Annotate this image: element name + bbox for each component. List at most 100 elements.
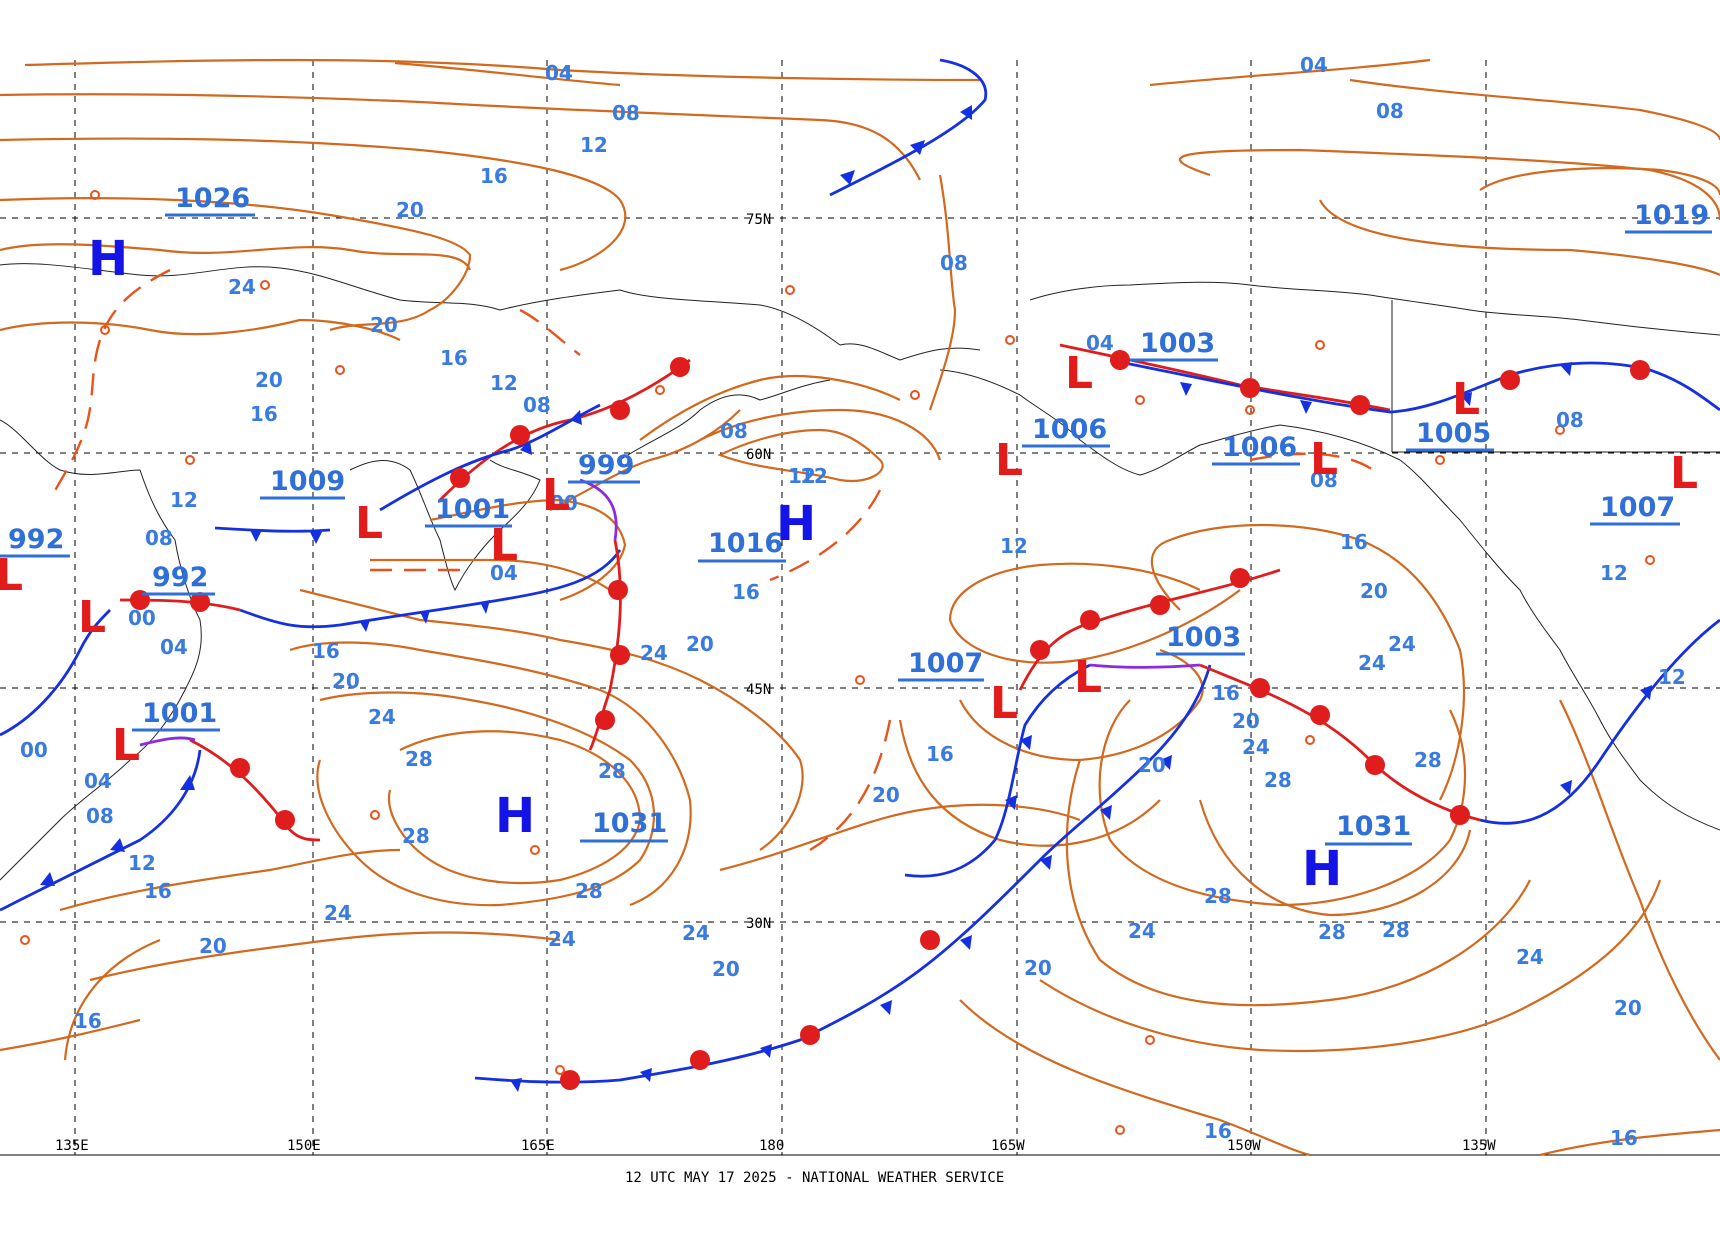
low-pressure-value: 1003	[1140, 328, 1215, 359]
lon-labels: 135E 150E 165E 180 165W 150W 135W	[55, 1138, 1496, 1154]
isobar-value-label: 28	[405, 747, 433, 771]
cold-front-barbs	[40, 105, 1652, 1092]
low-center-symbol: L	[0, 550, 23, 601]
isobar-value-label: 24	[1358, 651, 1386, 675]
isobar-value-label: 12	[1658, 665, 1686, 689]
isobar-value-label: 08	[1556, 408, 1584, 432]
isobar-value-label: 24	[324, 901, 352, 925]
low-center-symbol: L	[990, 678, 1018, 729]
isobar-value-label: 28	[1414, 748, 1442, 772]
high-pressure-value: 1031	[592, 808, 667, 839]
lat-labels: 75N 60N 45N 30N	[746, 212, 771, 932]
isobar-value-label: 24	[1516, 945, 1544, 969]
isobar-value-label: 00	[128, 606, 156, 630]
lat-label: 45N	[746, 682, 771, 698]
high-pressure-value: 1026	[175, 183, 250, 214]
isobar-value-label: 20	[1360, 579, 1388, 603]
isobar-value-label: 12	[1600, 561, 1628, 585]
low-center-symbol: L	[1074, 652, 1102, 703]
low-pressure-value: 1003	[1166, 622, 1241, 653]
isobar-value-label: 04	[84, 769, 112, 793]
cold-front	[0, 609, 111, 737]
isobar-value-label: 04	[1300, 53, 1328, 77]
isobar-value-label: 04	[545, 61, 573, 85]
high-pressure-centers: H 1026 H 1031 H 1016 H 1031 1019	[88, 183, 1712, 897]
lon-label: 135E	[55, 1138, 89, 1154]
occluded-front	[1089, 663, 1201, 669]
high-center-symbol: H	[495, 788, 535, 844]
cold-front	[1479, 618, 1720, 825]
lon-label: 150W	[1227, 1138, 1261, 1154]
isobar-value-label: 16	[1212, 681, 1240, 705]
isobar-value-label: 20	[1614, 996, 1642, 1020]
isobar-value-label: 08	[1376, 99, 1404, 123]
isobar-value-label: 00	[550, 491, 578, 515]
isobar-value-label: 28	[402, 824, 430, 848]
cold-front	[239, 549, 622, 629]
isobar-value-label: 20	[686, 632, 714, 656]
isobar-value-label: 20	[1232, 709, 1260, 733]
isobar-value-label: 24	[368, 705, 396, 729]
isobar-value-label: 16	[144, 879, 172, 903]
isobar-value-label: 04	[545, 61, 573, 85]
high-center-symbol: H	[88, 231, 128, 287]
cold-front	[904, 663, 1091, 878]
isobar-value-label: 00	[20, 738, 48, 762]
isobar-value-label: 08	[940, 251, 968, 275]
lon-label: 150E	[287, 1138, 321, 1154]
high-pressure-value: 1019	[1634, 200, 1709, 231]
isobar-value-label: 08	[612, 101, 640, 125]
isobar-value-label: 16	[926, 742, 954, 766]
warm-front	[588, 539, 622, 751]
lat-label: 30N	[746, 916, 771, 932]
isobar-value-label: 08	[145, 526, 173, 550]
low-center-symbol: L	[1065, 348, 1093, 399]
isobar-value-label: 16	[250, 402, 278, 426]
isobar-value-label: 12	[800, 464, 828, 488]
isobar-value-label: 12	[128, 851, 156, 875]
isobar-value-label: 28	[1382, 918, 1410, 942]
cold-front	[379, 403, 601, 512]
isobar-value-label: 20	[396, 198, 424, 222]
lon-label: 165W	[991, 1138, 1025, 1154]
station-observations	[20, 190, 1655, 1135]
low-pressure-value: 992	[152, 562, 208, 593]
isobar-value-label: 28	[1318, 920, 1346, 944]
isobar-value-label: 24	[1388, 632, 1416, 656]
cold-front	[829, 58, 988, 197]
isobar-labels: 04 08 12 16 20 24 20 16 12 08 20 16 12 08 04 00 00 04 16 20…	[20, 53, 1686, 1150]
low-center-symbol: L	[542, 470, 570, 521]
isobar-value-label: 20	[1138, 753, 1166, 777]
isobar-value-label: 04	[1086, 331, 1114, 355]
isobar-value-label: 28	[575, 879, 603, 903]
isobar-value-label: 12	[788, 464, 816, 488]
map-footer-caption: 12 UTC MAY 17 2025 - NATIONAL WEATHER SE…	[625, 1170, 1004, 1186]
high-pressure-value: 1031	[1336, 811, 1411, 842]
isobar-value-label: 16	[440, 346, 468, 370]
isobar-value-label: 20	[1024, 956, 1052, 980]
high-center-symbol: H	[776, 496, 816, 552]
fronts	[0, 58, 1720, 1092]
cold-front	[474, 664, 1212, 1084]
high-center-symbol: H	[1302, 841, 1342, 897]
low-pressure-value: 1007	[1600, 492, 1675, 523]
isobar-value-label: 12	[490, 371, 518, 395]
isobar-value-label: 12	[1000, 534, 1028, 558]
isobar-value-label: 20	[332, 669, 360, 693]
isobar-value-label: 24	[548, 927, 576, 951]
isobar-value-label: 16	[1340, 530, 1368, 554]
occluded-front	[139, 736, 196, 747]
low-center-symbol: L	[995, 435, 1023, 486]
low-pressure-value: 1006	[1222, 432, 1297, 463]
isobar-value-label: 24	[228, 275, 256, 299]
isobar-value-label: 08	[86, 804, 114, 828]
lat-label: 60N	[746, 447, 771, 463]
isobar-value-label: 24	[640, 641, 668, 665]
low-center-symbol: L	[78, 592, 106, 643]
lon-label: 165E	[521, 1138, 555, 1154]
isobar-value-label: 16	[1204, 1119, 1232, 1143]
low-pressure-value: 992	[8, 524, 64, 555]
isobar-value-label: 20	[712, 957, 740, 981]
